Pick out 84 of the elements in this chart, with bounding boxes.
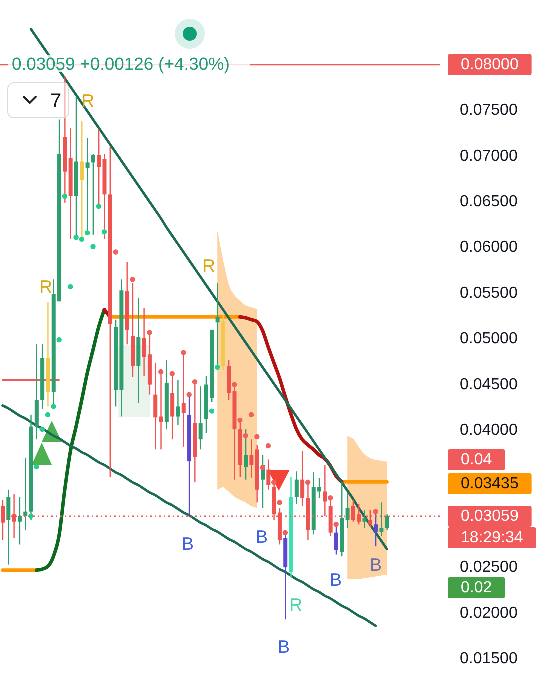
text: 0.04	[461, 452, 492, 468]
candlestick	[380, 502, 384, 538]
y-tick-label: 0.04500	[460, 376, 518, 394]
point	[373, 509, 378, 514]
point	[238, 418, 243, 424]
point	[170, 371, 175, 376]
point	[334, 522, 339, 528]
point	[215, 364, 220, 370]
point	[158, 369, 164, 375]
text: 0.03435	[461, 476, 519, 492]
text: 18:29:34	[461, 530, 524, 546]
candlestick	[91, 154, 96, 236]
point	[45, 412, 51, 418]
candlestick	[198, 386, 203, 450]
annotation: R	[290, 595, 302, 615]
point	[56, 337, 62, 343]
point	[68, 284, 74, 290]
candlestick	[346, 492, 350, 529]
candlestick	[266, 459, 271, 490]
candlestick	[244, 428, 248, 480]
y-tick-label: 0.05500	[460, 284, 518, 302]
point	[254, 434, 260, 440]
candlestick	[294, 471, 299, 506]
button: 7	[8, 82, 70, 118]
point	[62, 194, 68, 200]
annotation: B	[330, 570, 342, 590]
point	[74, 235, 79, 240]
point	[181, 350, 186, 356]
y-tick-label: 0.04000	[460, 422, 518, 439]
point	[328, 496, 334, 501]
annotation: B	[256, 527, 268, 547]
y-tick-label: 0.07000	[460, 148, 518, 165]
point	[209, 408, 215, 414]
point	[90, 244, 96, 250]
text: 0.03059 +0.00126 (+4.30%)	[12, 54, 230, 74]
candlestick	[362, 509, 367, 529]
point	[192, 379, 198, 385]
y-tick-label: 0.02500	[460, 559, 518, 576]
candlestick	[154, 362, 158, 450]
point	[243, 433, 248, 439]
point	[113, 250, 118, 255]
y-tick-label: 0.06500	[460, 193, 518, 210]
point	[277, 500, 282, 506]
point	[34, 464, 40, 470]
y-tick-label: 0.07500	[460, 102, 518, 120]
annotation: R	[82, 91, 94, 111]
line-series	[34, 308, 106, 572]
point	[186, 392, 192, 398]
point	[147, 330, 152, 336]
annotation: R	[202, 256, 216, 276]
point	[130, 277, 136, 282]
point	[79, 236, 85, 242]
candlestick	[385, 514, 390, 531]
annotation: 7	[50, 90, 62, 112]
point	[260, 465, 266, 471]
point	[102, 230, 108, 235]
annotation: B	[278, 637, 290, 657]
y-tick-label: 0.01500	[460, 650, 518, 668]
point	[266, 443, 272, 449]
candlestick	[300, 450, 305, 507]
point	[282, 530, 288, 536]
y-tick-label: 0.05000	[460, 330, 518, 348]
annotation: R	[40, 277, 52, 297]
annotation: B	[182, 534, 194, 554]
point	[272, 480, 277, 486]
point	[40, 426, 45, 432]
point	[96, 204, 102, 210]
ref-line-label: 0.03059	[461, 508, 519, 525]
candlestick	[176, 380, 180, 426]
point	[51, 404, 56, 410]
y-tick-label: 0.02000	[460, 604, 518, 622]
point	[305, 480, 311, 486]
point	[248, 412, 254, 418]
y-tick-label: 0.06000	[460, 239, 518, 256]
text: 0.02	[461, 580, 492, 596]
ref-line-label: 0.08000	[461, 56, 519, 74]
point	[85, 230, 90, 236]
candlestick	[250, 439, 254, 479]
candlestick	[334, 524, 338, 556]
candlestick	[18, 496, 22, 546]
point	[232, 382, 238, 388]
candlestick	[24, 457, 28, 531]
candlestick	[6, 489, 11, 566]
annotation: B	[370, 555, 382, 575]
